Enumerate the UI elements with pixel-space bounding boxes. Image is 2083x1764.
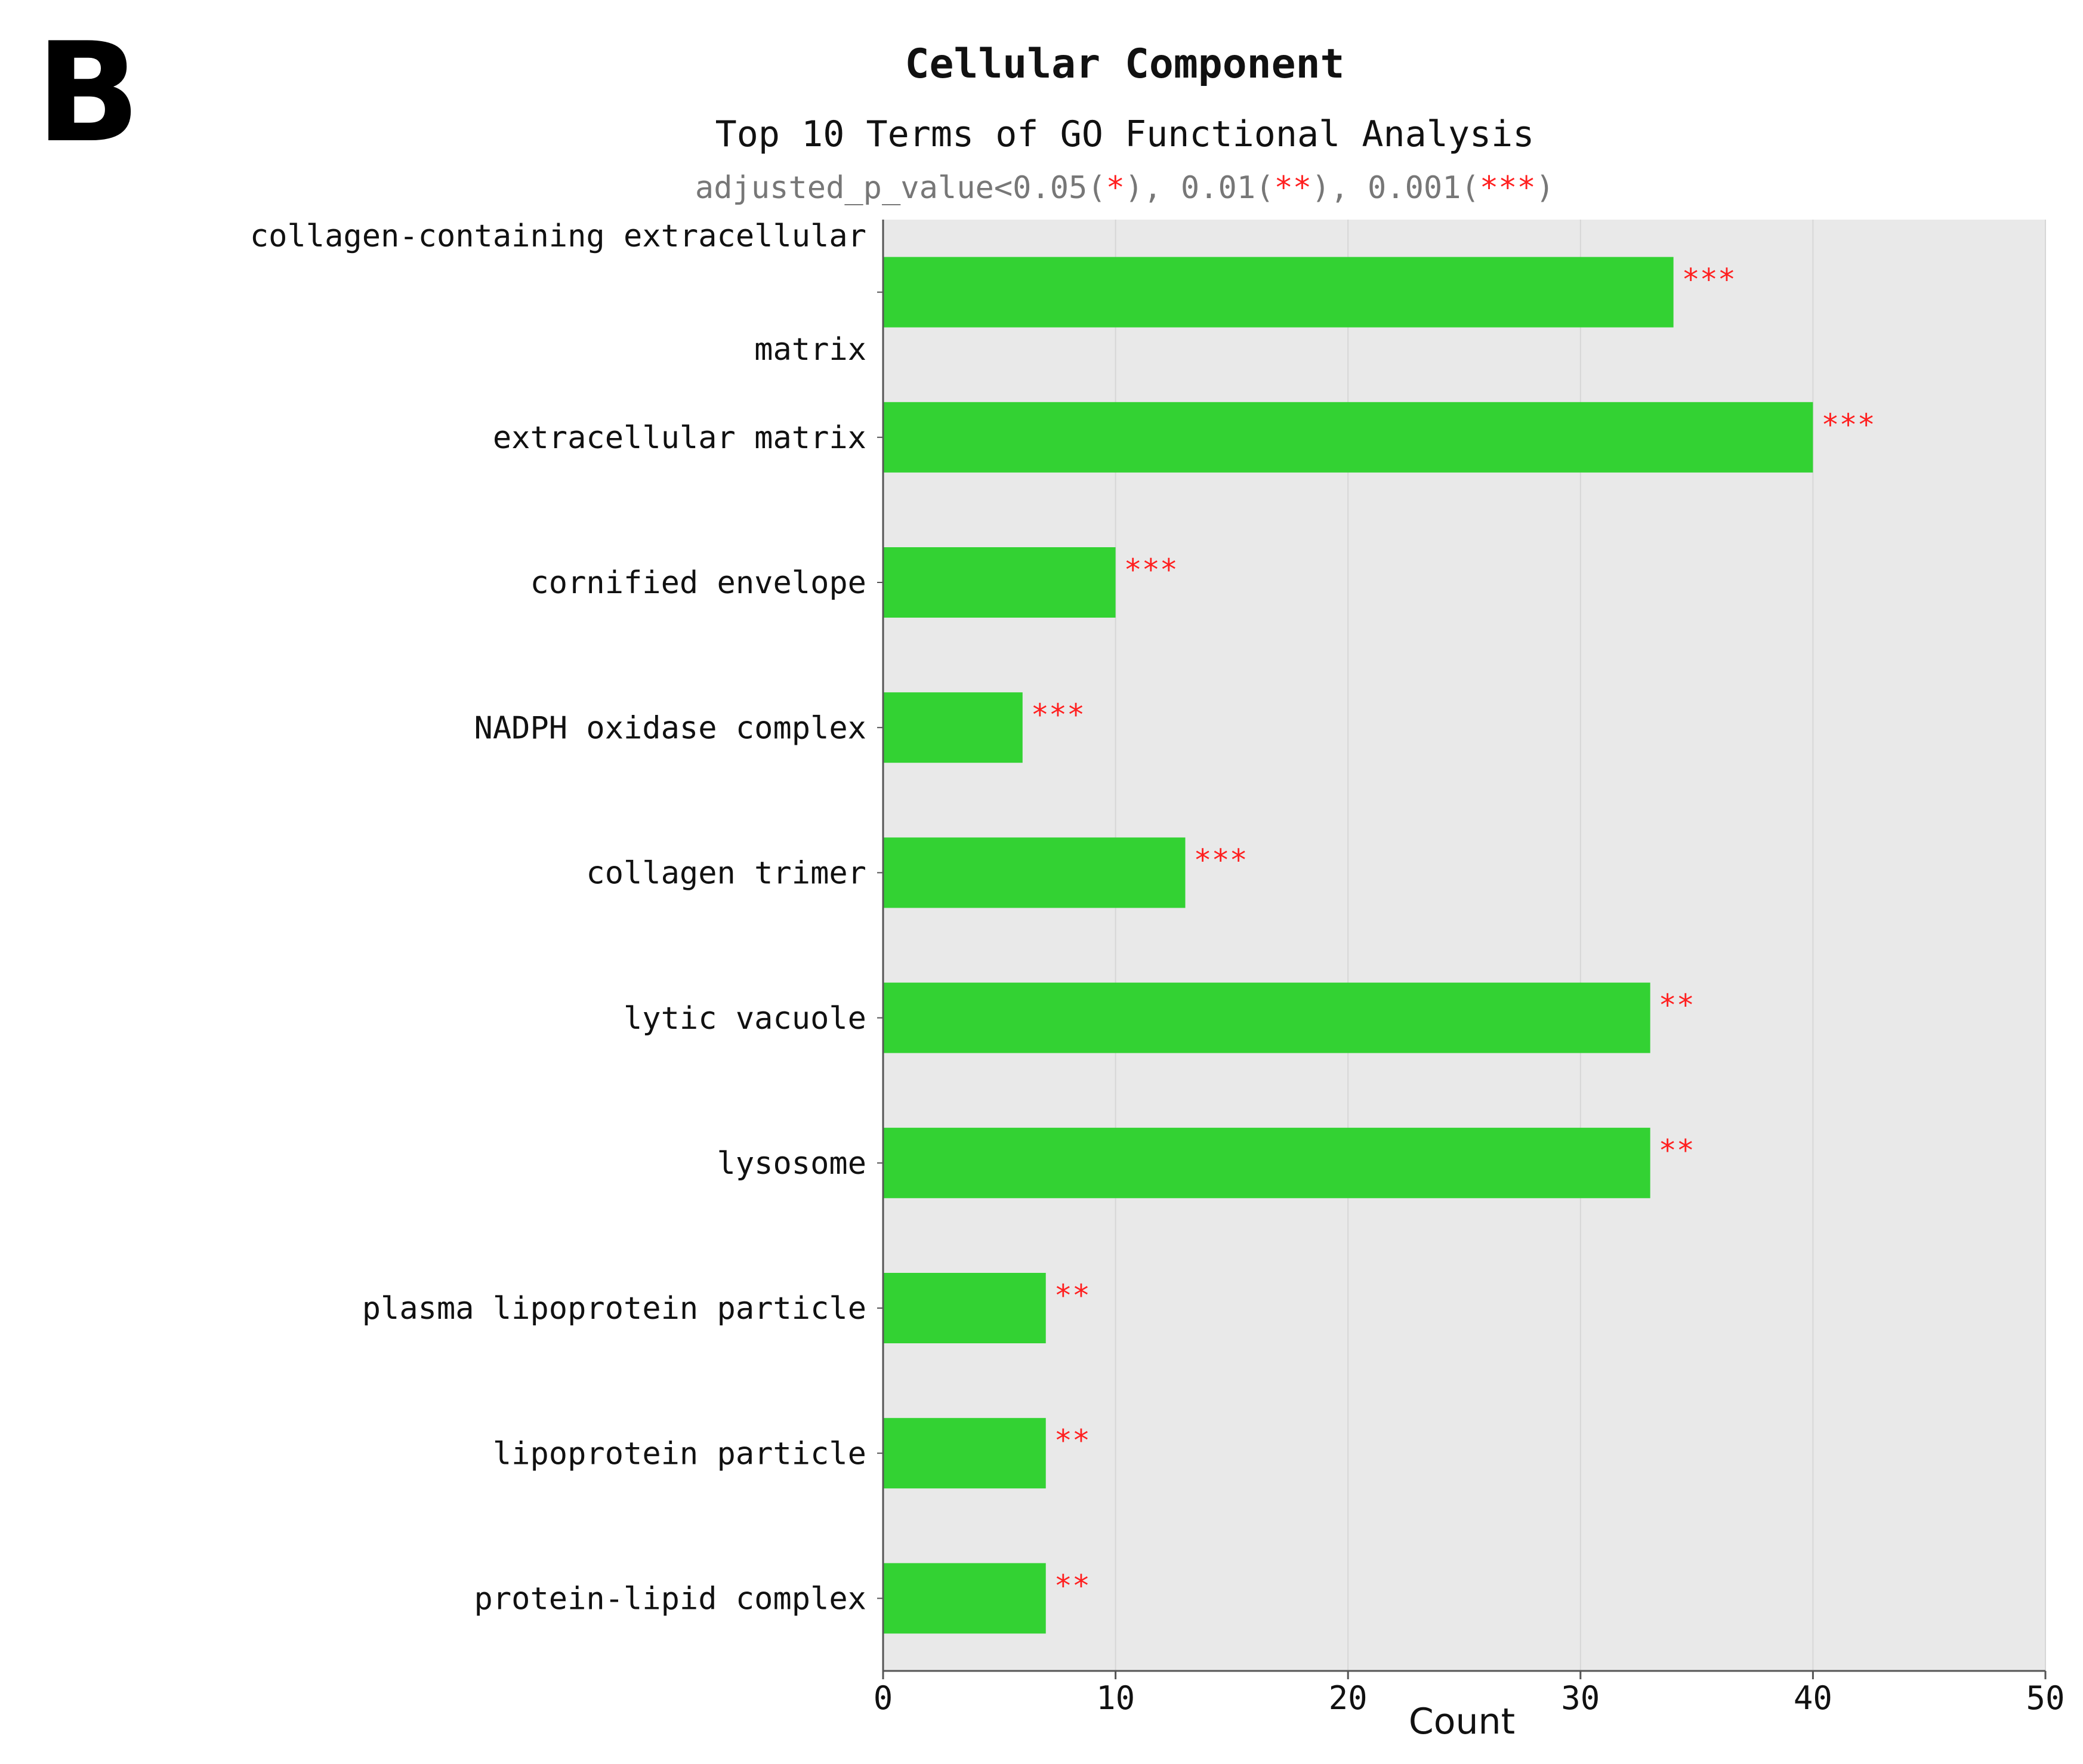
note-two-star: ** [1274,170,1311,206]
y-tick-label: plasma lipoprotein particle [362,1291,866,1327]
y-tick-label: matrix [754,332,866,368]
y-tick-label: lipoprotein particle [493,1436,866,1472]
x-tick-label: 50 [2026,1679,2065,1717]
bar [883,257,1674,328]
note-suffix: ) [1536,170,1554,206]
bar [883,692,1023,763]
bar [883,402,1813,473]
significance-label: *** [1031,698,1085,732]
note-prefix: adjusted_p_value<0.05( [695,170,1106,206]
bar [883,1273,1046,1343]
bar [883,1418,1046,1489]
chart-title: Cellular Component [905,41,1345,88]
note-one-star: * [1106,170,1125,206]
significance-label: ** [1054,1278,1090,1313]
x-tick-label: 30 [1561,1679,1600,1717]
bar [883,837,1186,908]
y-tick-label: lysosome [717,1146,866,1182]
significance-label: *** [1821,408,1875,442]
significance-label: ** [1054,1423,1090,1458]
y-tick-label: extracellular matrix [493,420,866,456]
x-axis-label: Count [1409,1701,1515,1743]
panel-label: B [36,14,140,173]
note-three-star: *** [1480,170,1536,206]
y-tick-label: lytic vacuole [624,1001,866,1037]
significance-note: adjusted_p_value<0.05(*), 0.01(**), 0.00… [695,170,1554,206]
bar [883,1127,1650,1198]
x-tick-label: 40 [1794,1679,1832,1717]
y-tick-label: collagen trimer [586,856,866,892]
x-tick-label: 10 [1096,1679,1135,1717]
x-tick-label: 20 [1329,1679,1368,1717]
y-tick-label: collagen-containing extracellular [250,218,866,254]
significance-label: ** [1659,1133,1695,1168]
significance-label: *** [1682,263,1736,297]
significance-label: *** [1193,843,1247,877]
y-tick-label: protein-lipid complex [474,1581,866,1617]
y-tick-label: cornified envelope [530,565,866,601]
bar [883,982,1650,1053]
chart-subtitle: Top 10 Terms of GO Functional Analysis [715,113,1535,155]
significance-label: *** [1124,553,1178,587]
bar [883,1563,1046,1634]
note-mid1: ), 0.01( [1125,170,1274,206]
note-mid2: ), 0.001( [1311,170,1480,206]
plot-area: collagen-containing extracellular matrix *… [250,218,2065,1717]
bar [883,547,1116,618]
significance-label: ** [1054,1568,1090,1603]
y-tick-label: NADPH oxidase complex [474,710,866,746]
significance-label: ** [1659,988,1695,1023]
x-tick-label: 0 [874,1679,893,1717]
